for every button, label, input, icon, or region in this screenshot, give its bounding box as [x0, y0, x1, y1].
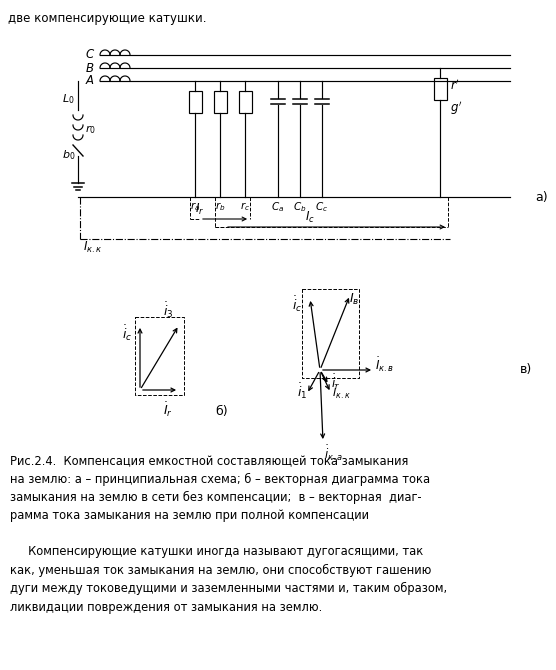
Bar — [188, 91, 201, 113]
Text: $\dot{i}_{к.а}$: $\dot{i}_{к.а}$ — [324, 443, 343, 463]
Text: $I_r$: $I_r$ — [195, 202, 204, 217]
Text: A: A — [86, 74, 94, 88]
Text: $C_c$: $C_c$ — [315, 200, 329, 214]
Text: $\dot{i}_r$: $\dot{i}_r$ — [331, 373, 340, 392]
Text: B: B — [86, 62, 94, 74]
Text: $g'$: $g'$ — [450, 99, 462, 117]
Text: $\dot{I}_в$: $\dot{I}_в$ — [349, 289, 359, 308]
Text: $\dot{I}_{к.к}$: $\dot{I}_{к.к}$ — [332, 385, 351, 401]
Text: $r'$: $r'$ — [450, 79, 460, 93]
Text: $\dot{i}_c$: $\dot{i}_c$ — [122, 323, 132, 343]
Text: $\dot{i}_1$: $\dot{i}_1$ — [297, 381, 307, 401]
Text: $b_0$: $b_0$ — [62, 148, 75, 162]
Bar — [434, 78, 446, 100]
Text: $r_c$: $r_c$ — [240, 200, 250, 213]
Text: $C_a$: $C_a$ — [271, 200, 285, 214]
Text: $r_a$: $r_a$ — [190, 200, 200, 213]
Text: $\dot{I}_{к.в}$: $\dot{I}_{к.в}$ — [375, 356, 394, 375]
Text: две компенсирующие катушки.: две компенсирующие катушки. — [8, 12, 206, 25]
Text: в): в) — [520, 364, 532, 377]
Text: $C_b$: $C_b$ — [293, 200, 307, 214]
Bar — [239, 91, 251, 113]
Text: а): а) — [535, 190, 548, 204]
Text: $\dot{i}_3$: $\dot{i}_3$ — [163, 300, 173, 320]
Text: $r_b$: $r_b$ — [215, 200, 225, 213]
Text: $I_c$: $I_c$ — [305, 210, 315, 225]
Text: $\dot{I}_r$: $\dot{I}_r$ — [163, 400, 172, 419]
Text: C: C — [86, 48, 94, 62]
Text: $r_0$: $r_0$ — [85, 123, 96, 137]
Bar — [214, 91, 226, 113]
Text: $I_{к.к}$: $I_{к.к}$ — [83, 240, 102, 255]
Text: б): б) — [215, 405, 227, 418]
Text: Компенсирующие катушки иногда называют дугогасящими, так
как, уменьшая ток замык: Компенсирующие катушки иногда называют д… — [10, 545, 447, 614]
Text: $\dot{i}_c$: $\dot{i}_c$ — [292, 294, 302, 314]
Text: Рис.2.4.  Компенсация емкостной составляющей тока замыкания
на землю: а – принци: Рис.2.4. Компенсация емкостной составляю… — [10, 455, 430, 523]
Text: $L_0$: $L_0$ — [62, 92, 75, 106]
